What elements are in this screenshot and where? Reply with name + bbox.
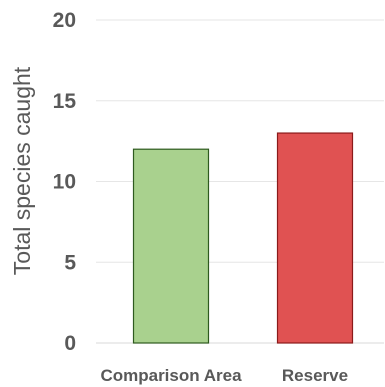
y-tick-label: 0: [64, 332, 76, 355]
y-tick-label: 10: [53, 171, 76, 194]
x-tick-labels: Comparison Area Reserve: [100, 366, 348, 385]
bar-reserve: [276, 132, 354, 344]
bar-comparison-area: [132, 148, 210, 344]
y-tick-label: 5: [64, 251, 76, 274]
x-tick-label: Reserve: [282, 366, 348, 385]
y-axis-label: Total species caught: [9, 66, 35, 275]
x-tick-label: Comparison Area: [100, 366, 242, 385]
y-tick-label: 15: [53, 90, 77, 113]
bars: [132, 132, 354, 344]
y-tick-label: 20: [53, 9, 76, 32]
y-tick-labels: 0 5 10 15 20: [53, 9, 77, 355]
